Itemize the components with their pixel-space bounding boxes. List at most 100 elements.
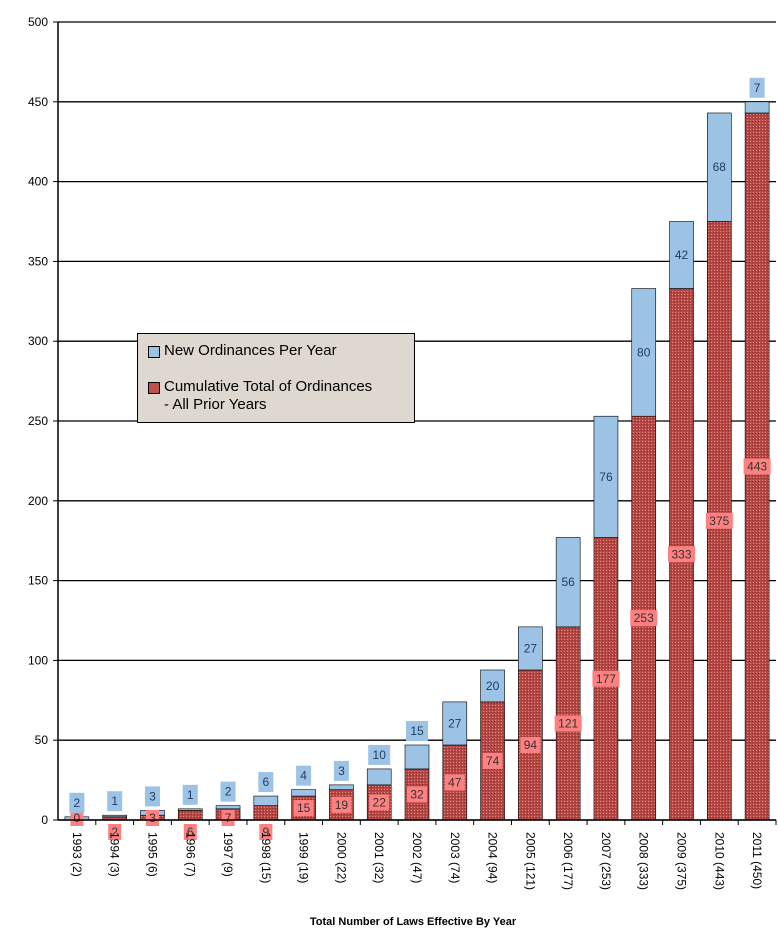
data-label-cumulative: 6 [187, 825, 194, 839]
data-label-new: 76 [599, 470, 613, 484]
legend-swatch-cumulative [148, 382, 160, 394]
axes [57, 22, 777, 825]
data-label-new: 56 [561, 575, 575, 589]
data-label-new: 42 [675, 248, 689, 262]
data-label-cumulative: 375 [709, 514, 729, 528]
data-label-bg-cumulative [183, 824, 197, 840]
data-label-new: 80 [637, 345, 651, 359]
bar-labels: 0221336172961541932210321547277420942712… [69, 77, 771, 840]
data-label-cumulative: 94 [524, 738, 538, 752]
data-label-bg-cumulative [520, 736, 541, 753]
data-label-cumulative: 7 [225, 811, 232, 825]
data-label-cumulative: 3 [149, 811, 156, 825]
data-label-bg-new [749, 77, 765, 98]
data-label-bg-cumulative [145, 810, 159, 826]
bar-new [253, 795, 279, 806]
y-tick-label: 350 [28, 254, 48, 268]
data-label-bg-new [481, 675, 504, 696]
data-label-bg-cumulative [108, 824, 122, 840]
data-label-bg-new [69, 792, 85, 813]
x-tick-label: 1999 (19) [297, 832, 311, 883]
legend-swatch-new [148, 346, 160, 358]
legend-item-new: New Ordinances Per Year [148, 342, 337, 360]
data-label-cumulative: 0 [74, 811, 81, 825]
data-label-bg-new [519, 638, 542, 659]
data-label-bg-cumulative [743, 458, 771, 475]
data-label-bg-cumulative [369, 794, 390, 811]
y-tick-label: 50 [35, 733, 49, 747]
data-label-new: 15 [410, 724, 424, 738]
x-tick-label: 1993 (2) [70, 832, 84, 877]
legend: New Ordinances Per Year Cumulative Total… [137, 333, 415, 423]
data-label-bg-cumulative [482, 752, 503, 769]
x-tick-label: 1995 (6) [145, 832, 159, 877]
x-tick-label: 2006 (177) [561, 832, 575, 890]
data-label-bg-cumulative [705, 512, 733, 529]
data-label-cumulative: 443 [747, 459, 767, 473]
data-label-bg-cumulative [592, 670, 620, 687]
data-label-bg-new [708, 157, 731, 178]
data-label-new: 3 [149, 789, 156, 803]
data-label-new: 3 [338, 764, 345, 778]
data-label-bg-cumulative [630, 610, 658, 627]
data-label-new: 1 [111, 794, 118, 808]
data-label-bg-cumulative [554, 715, 582, 732]
data-label-bg-new [220, 781, 236, 802]
data-label-new: 10 [373, 748, 387, 762]
bar-cumulative [177, 810, 203, 821]
x-tick-label: 1996 (7) [183, 832, 197, 877]
x-tick-label: 2005 (121) [523, 832, 537, 890]
x-tick-label: 2004 (94) [486, 832, 500, 883]
data-label-cumulative: 15 [297, 801, 311, 815]
data-label-cumulative: 22 [373, 795, 387, 809]
data-label-new: 6 [262, 775, 269, 789]
data-label-bg-cumulative [293, 800, 314, 817]
data-label-cumulative: 9 [262, 825, 269, 839]
data-label-bg-cumulative [221, 810, 235, 826]
data-label-bg-new [670, 245, 693, 266]
x-tick-label: 1994 (3) [108, 832, 122, 877]
data-label-new: 68 [713, 160, 727, 174]
data-label-bg-new [594, 466, 617, 487]
data-label-bg-cumulative [668, 546, 696, 563]
bar-new [329, 784, 354, 790]
bar-cumulative [253, 805, 279, 821]
legend-label-new: New Ordinances Per Year [164, 342, 337, 359]
x-tick-label: 1998 (15) [259, 832, 273, 883]
x-tick-label: 2011 (450) [750, 832, 764, 889]
y-tick-label: 300 [28, 334, 48, 348]
y-tick-label: 150 [28, 574, 48, 588]
data-label-bg-new [406, 720, 428, 741]
data-label-new: 27 [524, 641, 538, 655]
y-tick-label: 450 [28, 95, 48, 109]
data-label-bg-new [107, 791, 123, 812]
data-label-cumulative: 74 [486, 754, 500, 768]
data-label-bg-cumulative [407, 786, 427, 803]
data-label-cumulative: 19 [335, 798, 349, 812]
x-tick-label: 2009 (375) [675, 832, 689, 890]
x-tick-label: 2010 (443) [712, 832, 726, 890]
x-tick-label: 2001 (32) [372, 832, 386, 883]
data-label-new: 7 [754, 81, 761, 95]
y-tick-labels: 0 50 100 150 200 250 300 350 400 450 500 [28, 15, 48, 827]
data-label-cumulative: 47 [448, 775, 462, 789]
data-label-new: 20 [486, 679, 500, 693]
y-tick-label: 400 [28, 175, 48, 189]
bar-new [291, 789, 316, 797]
data-label-bg-new [443, 713, 466, 734]
bar-new [744, 101, 770, 114]
y-tick-label: 0 [41, 813, 48, 827]
data-label-cumulative: 333 [672, 547, 692, 561]
data-label-cumulative: 32 [410, 787, 424, 801]
bar-new [366, 768, 392, 786]
data-label-bg-cumulative [70, 810, 84, 826]
data-label-new: 1 [187, 788, 194, 802]
data-label-cumulative: 253 [634, 611, 654, 625]
legend-item-cumulative: Cumulative Total of Ordinances - All Pri… [148, 378, 372, 414]
y-tick-label: 200 [28, 494, 48, 508]
x-tick-label: 1997 (9) [221, 832, 235, 877]
data-label-bg-new [368, 744, 391, 765]
data-label-bg-cumulative [331, 796, 352, 813]
y-tick-label: 500 [28, 15, 48, 29]
